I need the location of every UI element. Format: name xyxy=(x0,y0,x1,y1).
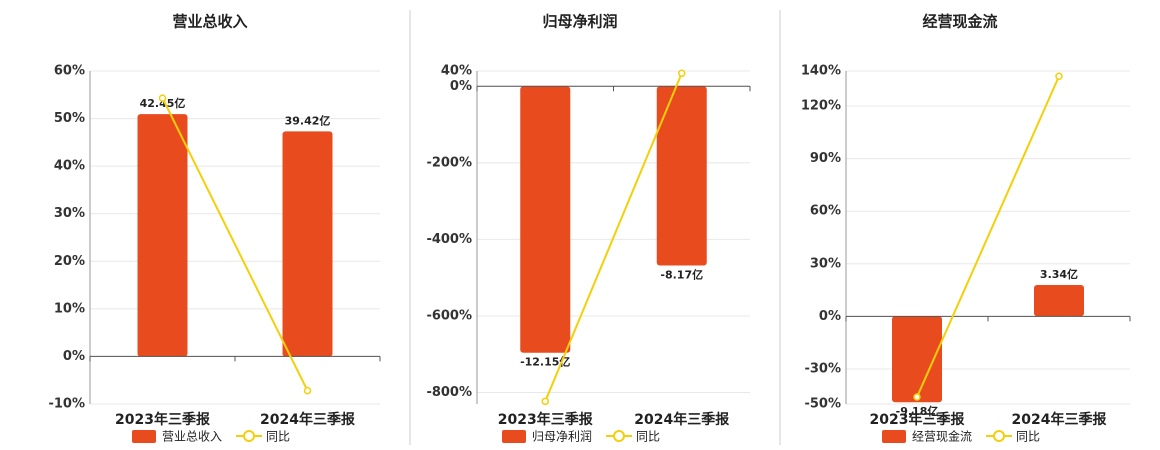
value-label: -9.18亿 xyxy=(896,404,939,418)
y-tick-label: 20% xyxy=(54,254,85,269)
y-tick-label: 90% xyxy=(810,151,841,166)
y-tick-label: 30% xyxy=(54,206,85,221)
y-tick-label: -600% xyxy=(426,308,472,323)
legend-label: 同比 xyxy=(636,430,660,444)
y-tick-label: 0% xyxy=(63,349,85,364)
chart-title: 营业总收入 xyxy=(172,13,247,31)
line xyxy=(544,72,683,402)
legend-swatch xyxy=(132,430,156,443)
legend-label: 同比 xyxy=(266,430,290,444)
line-point xyxy=(678,69,686,78)
line xyxy=(916,75,1060,398)
x-tick-label: 2023年三季报 xyxy=(870,411,965,428)
legend-swatch xyxy=(613,430,626,442)
y-tick-label: 60% xyxy=(810,204,841,219)
x-tick-label: 2024年三季报 xyxy=(1012,411,1107,428)
y-tick-label: -800% xyxy=(426,385,472,400)
legend-label: 同比 xyxy=(1016,430,1040,444)
line-point xyxy=(1055,72,1063,81)
y-tick-label: 120% xyxy=(801,99,841,114)
value-label: -8.17亿 xyxy=(660,267,703,281)
bar xyxy=(520,86,571,353)
y-tick-label: 40% xyxy=(54,159,85,174)
line-point xyxy=(541,397,549,406)
legend-swatch xyxy=(882,430,906,443)
y-tick-label: -200% xyxy=(426,155,472,170)
bar xyxy=(656,86,707,266)
chart-title: 经营现金流 xyxy=(922,13,997,31)
legend-label: 营业总收入 xyxy=(162,430,222,444)
line-point xyxy=(158,94,167,102)
y-tick-label: -30% xyxy=(804,361,841,376)
y-tick-label: 40% xyxy=(441,64,472,79)
x-tick-label: 2024年三季报 xyxy=(634,411,729,428)
bar xyxy=(892,316,942,403)
x-tick-label: 2023年三季报 xyxy=(498,411,593,428)
y-tick-label: 0% xyxy=(819,309,841,324)
value-label: -12.15亿 xyxy=(520,355,570,369)
line-point xyxy=(303,386,312,395)
y-tick-label: 0% xyxy=(450,79,472,94)
x-tick-label: 2024年三季报 xyxy=(260,411,355,428)
value-label: 42.45亿 xyxy=(140,96,186,110)
y-tick-label: 60% xyxy=(54,64,85,79)
bar xyxy=(137,114,188,357)
line-point xyxy=(913,393,921,401)
legend-swatch xyxy=(502,430,526,443)
line xyxy=(161,97,309,392)
value-label: 39.42亿 xyxy=(285,113,331,127)
y-tick-label: -10% xyxy=(48,397,85,412)
chart-title: 归母净利润 xyxy=(542,13,617,31)
y-tick-label: 30% xyxy=(810,256,841,271)
value-label: 3.34亿 xyxy=(1040,267,1078,281)
y-tick-label: 10% xyxy=(54,301,85,316)
x-tick-label: 2023年三季报 xyxy=(115,411,210,428)
y-tick-label: -400% xyxy=(426,232,472,247)
y-tick-label: -50% xyxy=(804,397,841,412)
legend-swatch xyxy=(993,430,1006,442)
legend-label: 归母净利润 xyxy=(532,430,592,444)
y-tick-label: 140% xyxy=(801,64,841,79)
y-tick-label: 50% xyxy=(54,111,85,126)
legend-swatch xyxy=(243,430,256,442)
bar xyxy=(282,131,333,357)
bar xyxy=(1034,285,1084,317)
legend-label: 经营现金流 xyxy=(912,429,972,444)
